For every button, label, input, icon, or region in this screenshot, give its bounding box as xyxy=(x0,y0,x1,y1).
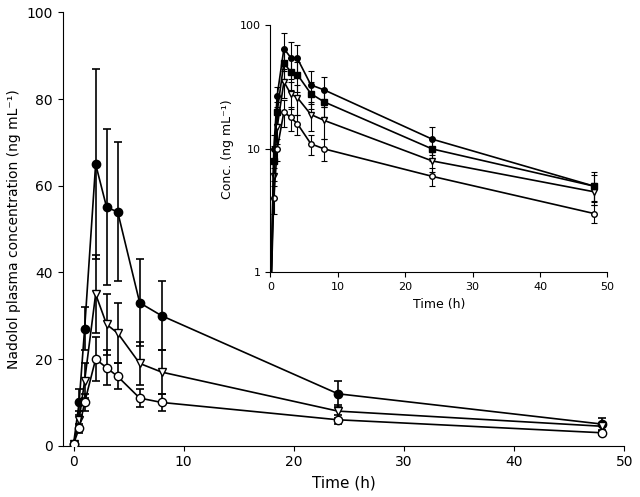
X-axis label: Time (h): Time (h) xyxy=(312,475,375,490)
Y-axis label: Nadolol plasma concentration (ng mL⁻¹): Nadolol plasma concentration (ng mL⁻¹) xyxy=(7,89,21,369)
